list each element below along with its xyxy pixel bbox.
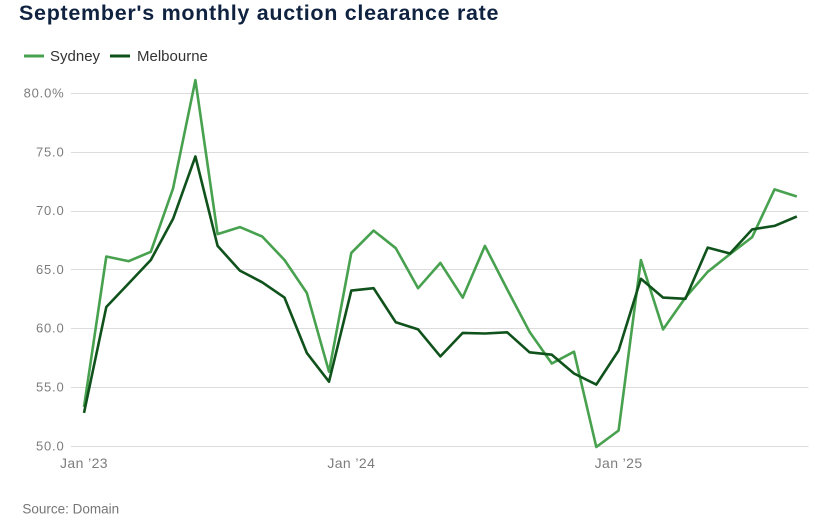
- svg-text:September's monthly auction cl: September's monthly auction clearance ra…: [19, 1, 499, 25]
- svg-text:Jan ’25: Jan ’25: [595, 455, 643, 471]
- svg-text:60.0: 60.0: [36, 321, 65, 336]
- svg-text:Melbourne: Melbourne: [137, 48, 208, 65]
- svg-text:Jan ’23: Jan ’23: [60, 455, 108, 471]
- svg-text:Jan ’24: Jan ’24: [327, 455, 375, 471]
- svg-text:Sydney: Sydney: [50, 48, 101, 65]
- svg-text:75.0: 75.0: [36, 144, 65, 159]
- svg-text:50.0: 50.0: [36, 438, 65, 453]
- svg-text:65.0: 65.0: [36, 262, 65, 277]
- svg-text:80.0%: 80.0%: [24, 86, 65, 101]
- svg-text:Source: Domain: Source: Domain: [22, 502, 119, 517]
- svg-text:55.0: 55.0: [36, 380, 65, 395]
- svg-text:70.0: 70.0: [36, 203, 65, 218]
